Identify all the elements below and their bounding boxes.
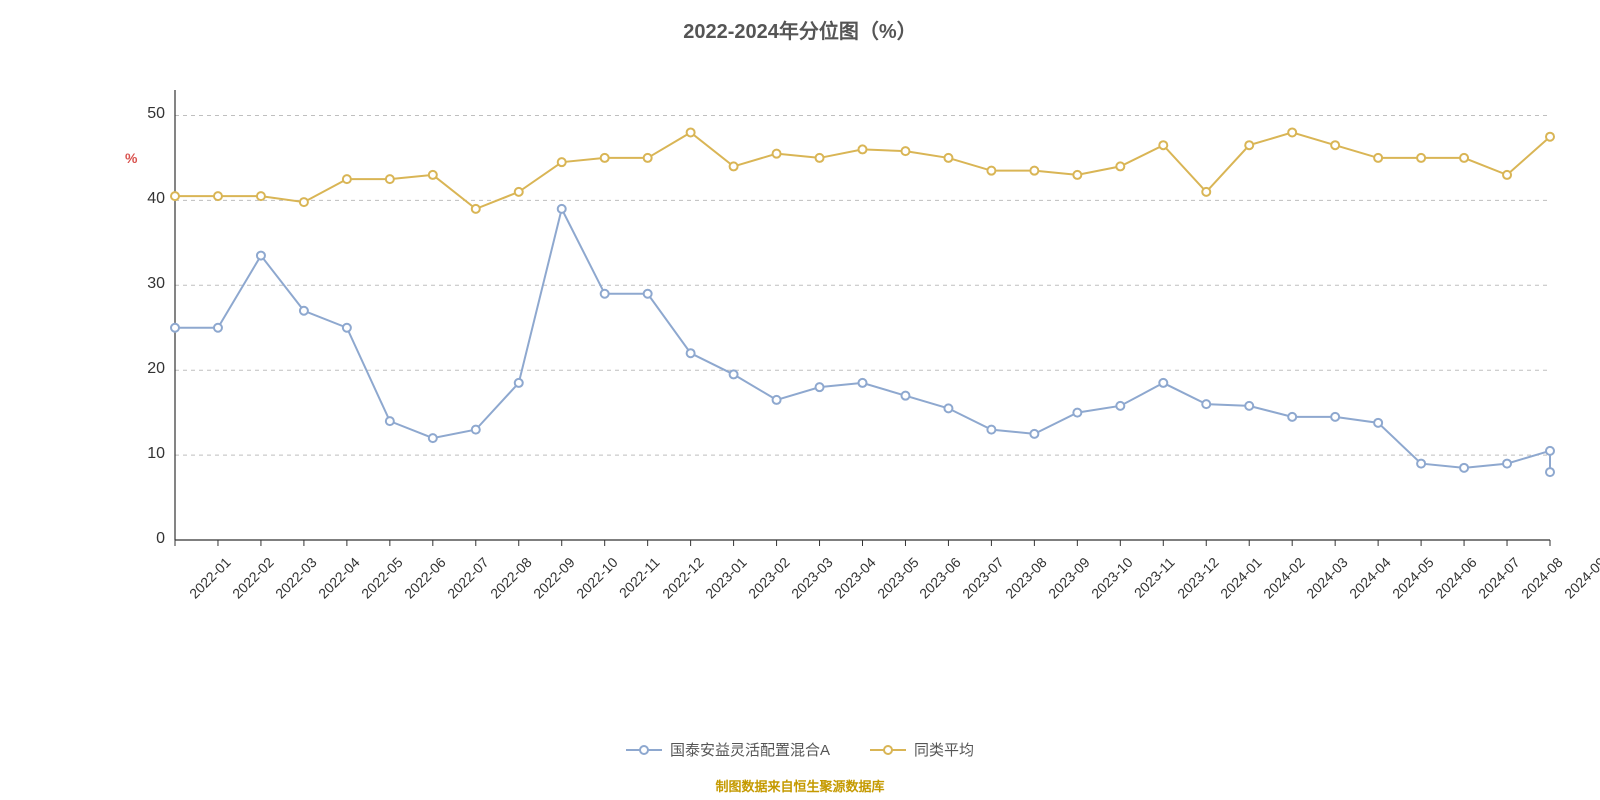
- y-tick-label: 20: [125, 360, 165, 378]
- legend-item-series-a: 国泰安益灵活配置混合A: [626, 739, 830, 760]
- y-tick-label: 0: [125, 530, 165, 548]
- footer-source-note: 制图数据来自恒生聚源数据库: [0, 776, 1600, 795]
- legend-label-2: 同类平均: [914, 739, 974, 760]
- y-tick-label: 40: [125, 190, 165, 208]
- y-tick-label: 30: [125, 275, 165, 293]
- legend: 国泰安益灵活配置混合A 同类平均: [0, 739, 1600, 760]
- legend-item-series-b: 同类平均: [870, 739, 974, 760]
- legend-swatch-1: [626, 743, 662, 757]
- chart-canvas: [0, 0, 1600, 800]
- y-axis-unit: %: [125, 150, 137, 166]
- legend-swatch-2: [870, 743, 906, 757]
- legend-label-1: 国泰安益灵活配置混合A: [670, 739, 830, 760]
- y-tick-label: 10: [125, 445, 165, 463]
- y-tick-label: 50: [125, 105, 165, 123]
